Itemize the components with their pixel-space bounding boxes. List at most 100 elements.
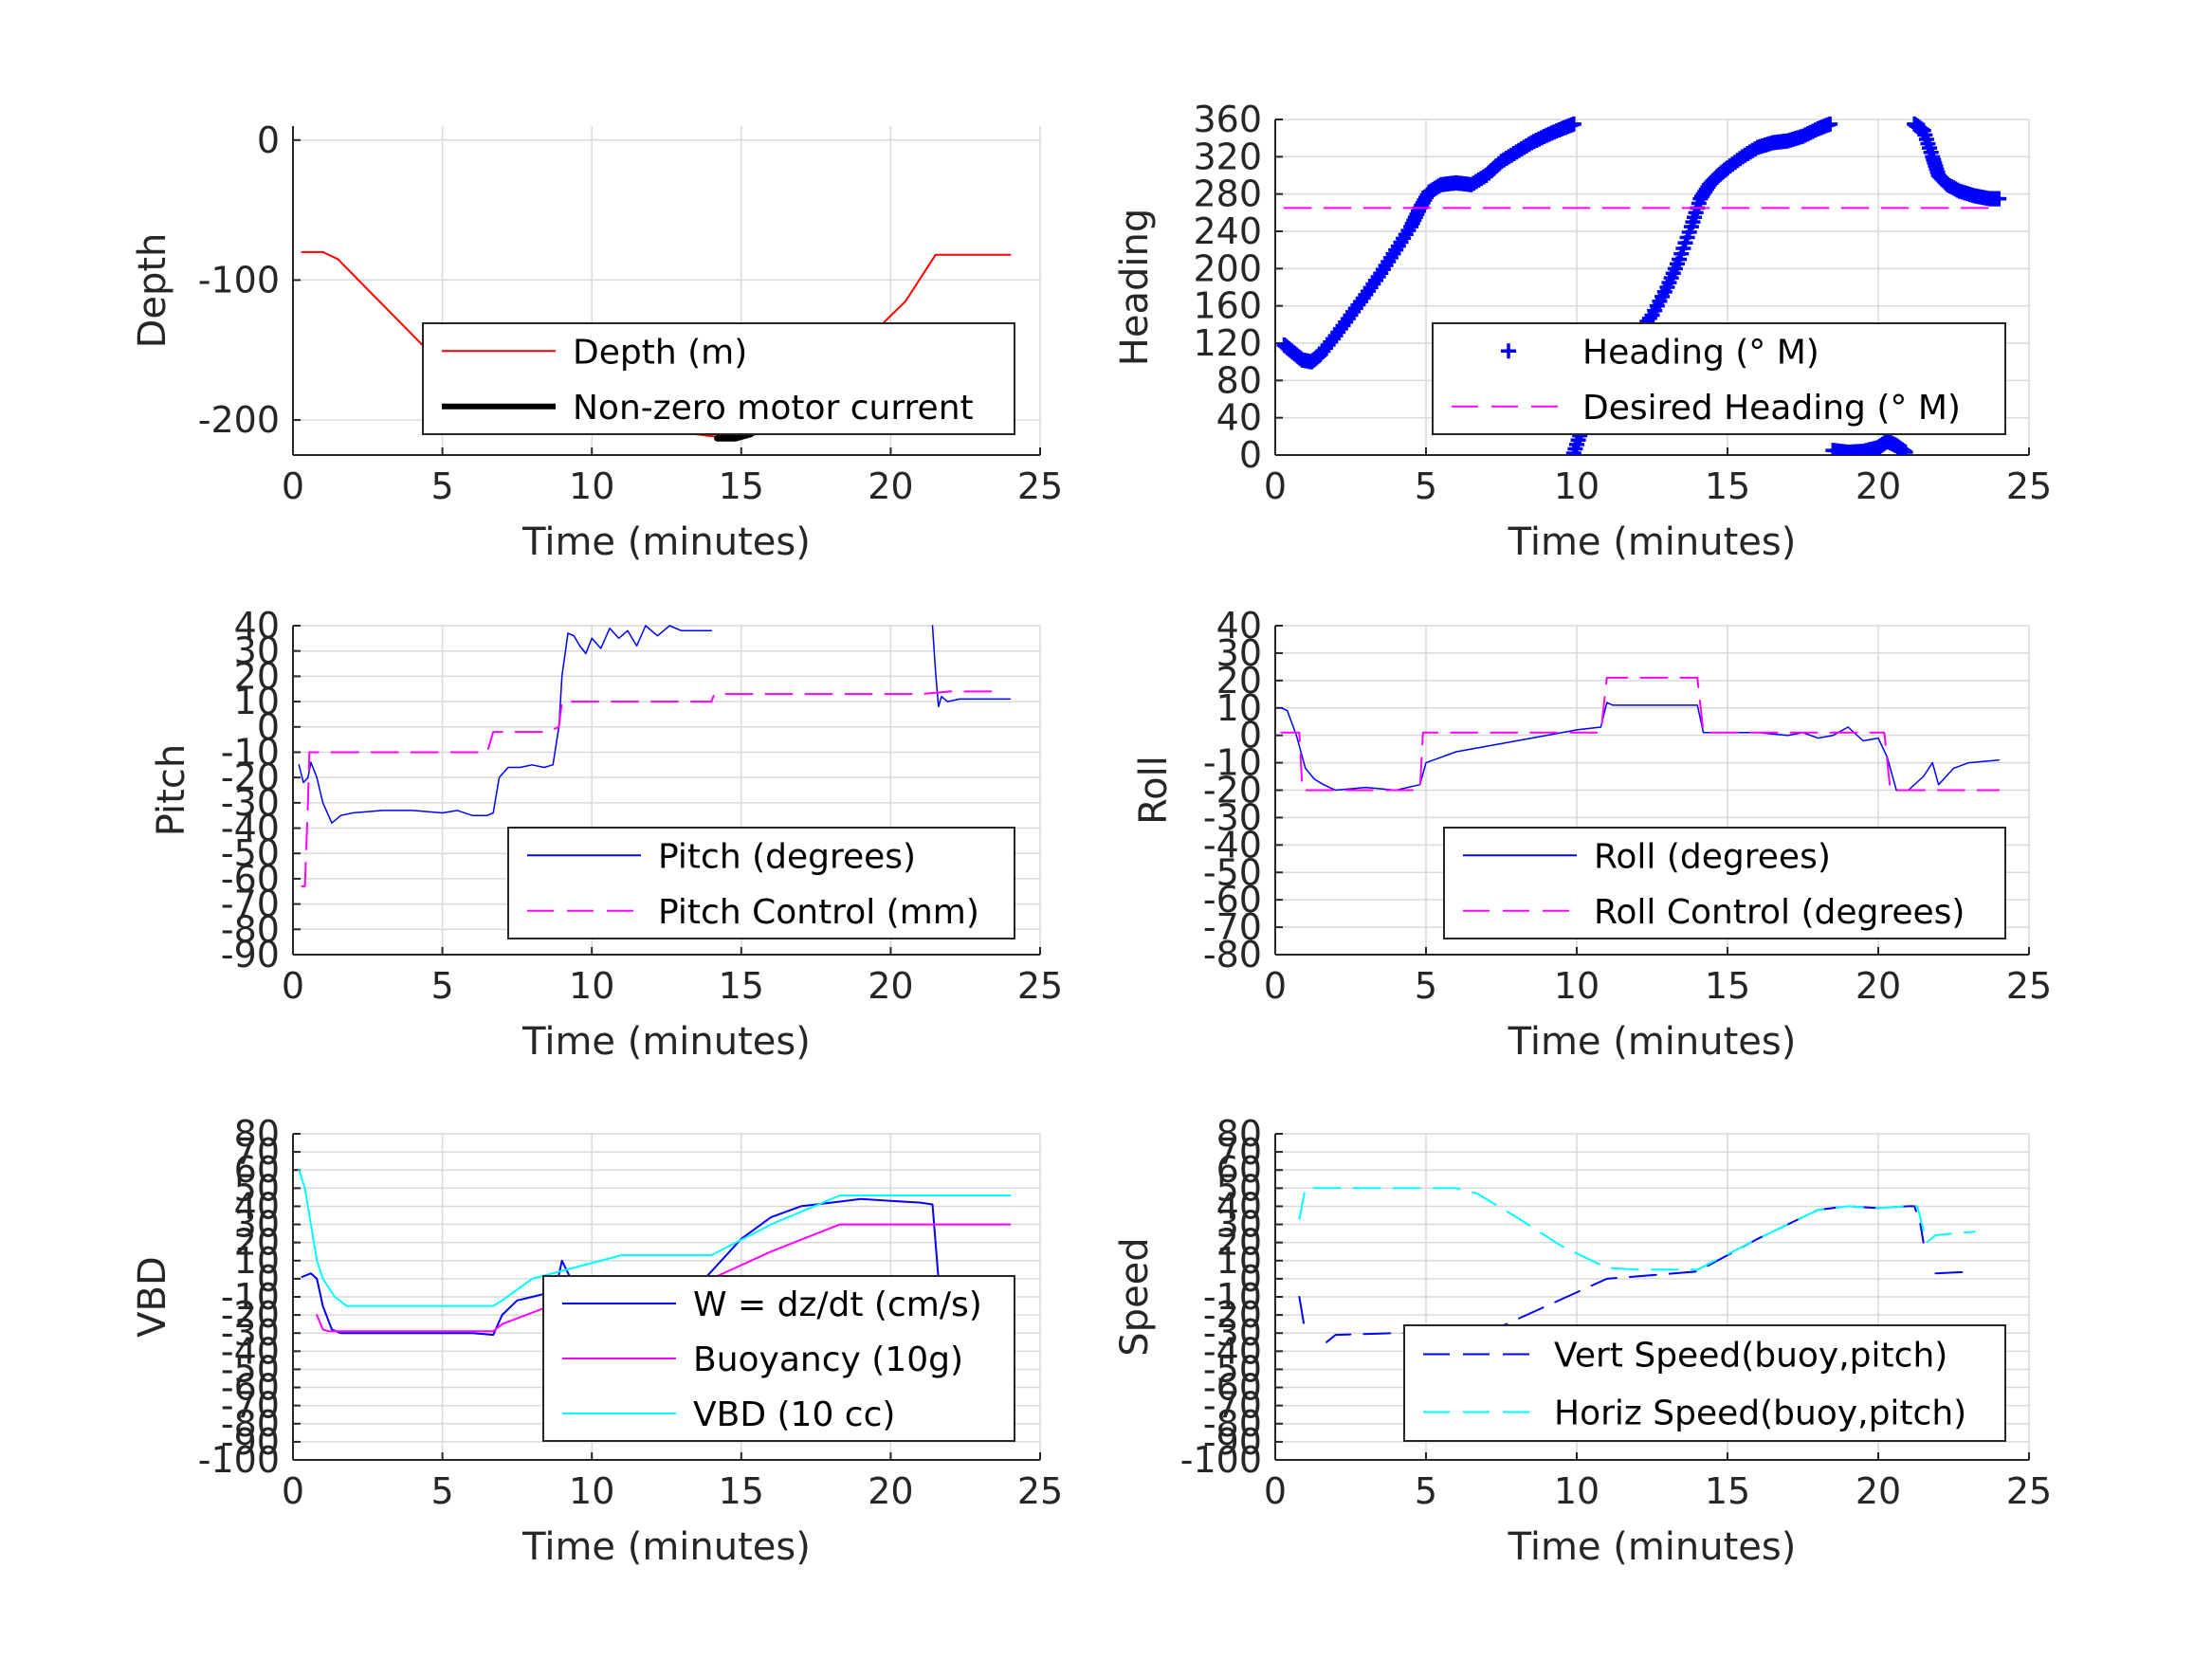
y-tick-label: 0 (257, 706, 280, 748)
plot-area (1280, 676, 2001, 792)
y-tick-label: -50 (1203, 851, 1262, 893)
y-tick-label: 360 (1193, 99, 1262, 140)
y-tick-label: 50 (1216, 1167, 1262, 1209)
y-tick-label: -30 (1203, 796, 1262, 838)
legend-label-horiz-speed-buoy-pitch: Horiz Speed(buoy,pitch) (1554, 1395, 1966, 1433)
y-tick-label: -100 (1180, 1439, 1262, 1481)
x-axis-label: Time (minutes) (521, 520, 811, 564)
y-axis-label: Pitch (150, 744, 193, 836)
y-tick-label: 30 (234, 1204, 280, 1246)
legend-label-vbd-10-cc: VBD (10 cc) (693, 1395, 895, 1434)
series-vert-speed-buoy-pitch-line (1298, 1296, 1307, 1335)
y-tick-label: -50 (1203, 1348, 1262, 1390)
y-tick-label: -90 (221, 1421, 280, 1463)
y-tick-label: 160 (1193, 285, 1262, 327)
x-tick-label: 5 (1415, 1470, 1437, 1512)
legend-box (422, 322, 1015, 435)
x-tick-label: 0 (282, 465, 304, 507)
y-tick-label: -80 (221, 908, 280, 950)
legend-label-non-zero-motor-current: Non-zero motor current (573, 389, 974, 428)
legend: Depth (m) Non-zero motor current (422, 322, 1015, 435)
y-tick-label: -20 (221, 757, 280, 798)
y-tick-label: -80 (221, 1403, 280, 1445)
x-axis-label: Time (minutes) (521, 1525, 811, 1569)
y-tick-label: 30 (1216, 632, 1262, 674)
y-axis-label: Speed (1113, 1237, 1157, 1356)
y-tick-label: 20 (1216, 1222, 1262, 1264)
legend: Vert Speed(buoy,pitch) Horiz Speed(buoy,p… (1403, 1324, 2006, 1442)
y-tick-label: -10 (221, 1276, 280, 1318)
series-heading-m-point (1565, 116, 1581, 132)
x-tick-label: 5 (431, 1470, 454, 1512)
y-tick-label: 30 (234, 630, 280, 672)
chart-depth: 0 5 10 15 20 25 0 -100 -200 Time (minutes) Depth De… (131, 119, 1063, 564)
y-axis-label: Roll (1132, 756, 1176, 825)
y-tick-label: -50 (221, 832, 280, 874)
x-tick-label: 20 (868, 965, 913, 1007)
x-tick-label: 25 (2006, 465, 2052, 507)
x-tick-label: 15 (1705, 465, 1750, 507)
x-axis-label: Time (minutes) (1508, 520, 1797, 564)
series-heading-m-point (1897, 445, 1913, 455)
y-tick-label: 70 (234, 1131, 280, 1173)
x-tick-label: 25 (2006, 965, 2052, 1007)
x-tick-label: 20 (1856, 965, 1901, 1007)
x-tick-label: 10 (1554, 465, 1600, 507)
legend: Roll (degrees) Roll Control (degrees) (1443, 827, 2006, 939)
legend-box (1403, 1324, 2006, 1442)
y-tick-label: -60 (1203, 1367, 1262, 1409)
y-tick-label: 0 (1239, 1258, 1262, 1300)
y-tick-label: -20 (1203, 770, 1262, 811)
x-tick-label: 5 (431, 965, 454, 1007)
legend-box (1432, 322, 2006, 435)
series-roll-control-degrees-line (1280, 676, 2001, 792)
y-tick-label: 80 (1216, 1113, 1262, 1155)
y-tick-label: 20 (1216, 660, 1262, 702)
plot-area (1298, 1187, 1976, 1343)
y-tick-label: -70 (221, 1385, 280, 1427)
y-tick-label: 60 (1216, 1149, 1262, 1191)
x-axis-label: Time (minutes) (1508, 1525, 1797, 1569)
y-tick-label: 280 (1193, 173, 1262, 215)
plot-area (298, 625, 1012, 887)
legend-label-pitch-degrees: Pitch (degrees) (658, 837, 916, 876)
x-tick-label: 10 (569, 1470, 614, 1512)
legend-label-buoyancy-10g: Buoyancy (10g) (693, 1340, 963, 1379)
legend-label-w-dz-dt-cm-s: W = dz/dt (cm/s) (693, 1285, 982, 1324)
y-tick-label: 80 (234, 1113, 280, 1155)
x-tick-label: 5 (1415, 465, 1437, 507)
y-tick-label: 0 (257, 1258, 280, 1300)
y-tick-label: 10 (1216, 1240, 1262, 1282)
x-tick-label: 0 (282, 965, 304, 1007)
x-tick-label: 15 (719, 965, 764, 1007)
y-tick-label: 240 (1193, 210, 1262, 252)
x-tick-label: 25 (2006, 1470, 2052, 1512)
series-pitch-control-mm-line (301, 690, 996, 887)
y-tick-label: 40 (234, 605, 280, 647)
y-tick-label: 70 (1216, 1131, 1262, 1173)
y-tick-label: 40 (1216, 1185, 1262, 1227)
legend-label-depth-m: Depth (m) (573, 333, 747, 372)
x-axis-label: Time (minutes) (521, 1020, 811, 1064)
y-tick-label: -10 (221, 731, 280, 773)
x-tick-label: 10 (569, 965, 614, 1007)
y-tick-label: 80 (1216, 359, 1262, 401)
y-tick-label: 320 (1193, 136, 1262, 177)
y-tick-label: -40 (221, 808, 280, 849)
y-tick-label: -60 (221, 858, 280, 900)
legend-label-roll-degrees: Roll (degrees) (1594, 837, 1831, 876)
legend: Pitch (degrees) Pitch Control (mm) (507, 827, 1015, 939)
x-tick-label: 10 (569, 465, 614, 507)
x-tick-label: 15 (1705, 965, 1750, 1007)
y-tick-label: 0 (257, 119, 280, 161)
y-tick-label: -10 (1203, 742, 1262, 784)
legend-label-heading-m: Heading (° M) (1582, 333, 1819, 372)
x-tick-label: 5 (431, 465, 454, 507)
y-tick-label: 40 (1216, 605, 1262, 647)
chart-roll: 0 5 10 15 20 25403020100-10-20-30-40-50-60-70… (1132, 605, 2052, 1064)
chart-vbd: 0 5 10 15 20 2580706050403020100-10-20-30-40-… (131, 1113, 1063, 1569)
x-tick-label: 0 (1264, 465, 1287, 507)
y-tick-label: 0 (1239, 715, 1262, 757)
